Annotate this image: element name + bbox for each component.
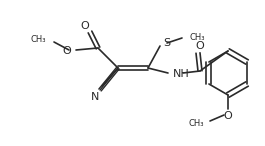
Text: O: O xyxy=(81,21,89,31)
Text: CH₃: CH₃ xyxy=(190,33,205,41)
Text: N: N xyxy=(91,92,99,102)
Text: S: S xyxy=(163,38,170,48)
Text: O: O xyxy=(196,41,204,51)
Text: O: O xyxy=(224,111,232,121)
Text: NH: NH xyxy=(173,69,190,79)
Text: CH₃: CH₃ xyxy=(188,119,204,128)
Text: O: O xyxy=(63,46,71,56)
Text: CH₃: CH₃ xyxy=(30,34,46,44)
